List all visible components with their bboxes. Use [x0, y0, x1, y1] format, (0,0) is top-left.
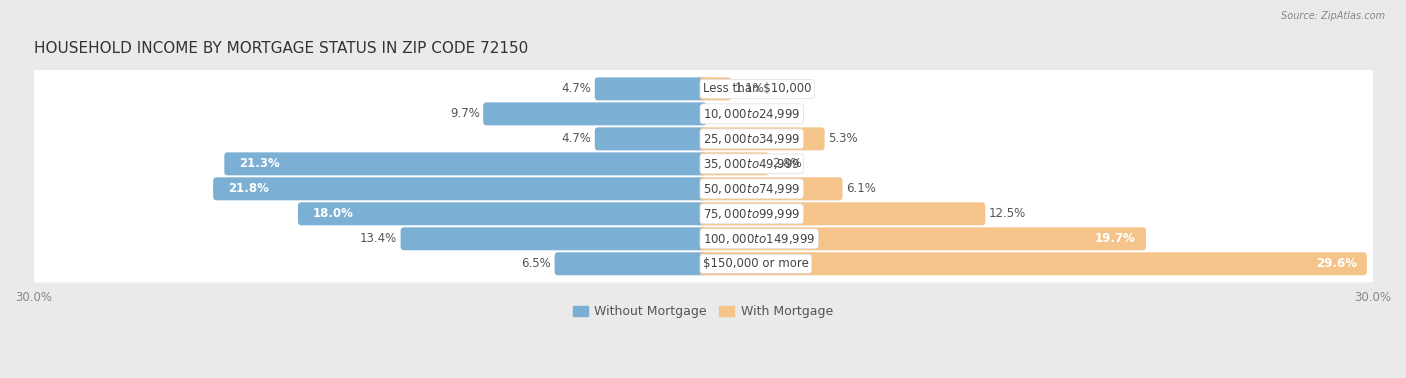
Text: 1.1%: 1.1% [734, 82, 763, 95]
Text: 19.7%: 19.7% [1095, 232, 1136, 245]
FancyBboxPatch shape [30, 145, 1376, 183]
FancyBboxPatch shape [30, 245, 1376, 283]
FancyBboxPatch shape [595, 77, 706, 101]
FancyBboxPatch shape [30, 119, 1376, 158]
Text: $100,000 to $149,999: $100,000 to $149,999 [703, 232, 815, 246]
Text: Source: ZipAtlas.com: Source: ZipAtlas.com [1281, 11, 1385, 21]
FancyBboxPatch shape [30, 70, 1376, 108]
Text: $50,000 to $74,999: $50,000 to $74,999 [703, 182, 800, 196]
FancyBboxPatch shape [30, 70, 1376, 108]
FancyBboxPatch shape [30, 170, 1376, 208]
Text: 21.8%: 21.8% [228, 182, 269, 195]
Text: 5.3%: 5.3% [828, 132, 858, 146]
FancyBboxPatch shape [30, 170, 1376, 208]
FancyBboxPatch shape [30, 220, 1376, 258]
Text: 9.7%: 9.7% [450, 107, 479, 120]
Text: 4.7%: 4.7% [561, 132, 592, 146]
FancyBboxPatch shape [30, 145, 1376, 183]
FancyBboxPatch shape [30, 94, 1376, 133]
FancyBboxPatch shape [30, 120, 1376, 158]
FancyBboxPatch shape [484, 102, 706, 125]
FancyBboxPatch shape [700, 202, 986, 225]
FancyBboxPatch shape [700, 127, 825, 150]
Text: Less than $10,000: Less than $10,000 [703, 82, 811, 95]
Text: $10,000 to $24,999: $10,000 to $24,999 [703, 107, 800, 121]
FancyBboxPatch shape [700, 252, 1367, 275]
FancyBboxPatch shape [30, 195, 1376, 233]
Text: 13.4%: 13.4% [360, 232, 398, 245]
FancyBboxPatch shape [595, 127, 706, 150]
FancyBboxPatch shape [700, 77, 731, 101]
Text: 29.6%: 29.6% [1316, 257, 1357, 270]
FancyBboxPatch shape [30, 245, 1376, 283]
Text: 6.5%: 6.5% [522, 257, 551, 270]
FancyBboxPatch shape [700, 152, 769, 175]
Text: $150,000 or more: $150,000 or more [703, 257, 808, 270]
FancyBboxPatch shape [401, 227, 706, 250]
Text: 2.8%: 2.8% [772, 157, 801, 170]
FancyBboxPatch shape [700, 177, 842, 200]
Text: 4.7%: 4.7% [561, 82, 592, 95]
FancyBboxPatch shape [30, 220, 1376, 258]
FancyBboxPatch shape [30, 195, 1376, 233]
Text: $35,000 to $49,999: $35,000 to $49,999 [703, 157, 800, 171]
FancyBboxPatch shape [298, 202, 706, 225]
Text: HOUSEHOLD INCOME BY MORTGAGE STATUS IN ZIP CODE 72150: HOUSEHOLD INCOME BY MORTGAGE STATUS IN Z… [34, 42, 527, 56]
Text: $25,000 to $34,999: $25,000 to $34,999 [703, 132, 800, 146]
FancyBboxPatch shape [30, 95, 1376, 133]
FancyBboxPatch shape [554, 252, 706, 275]
Text: 21.3%: 21.3% [239, 157, 280, 170]
Text: 18.0%: 18.0% [312, 207, 353, 220]
FancyBboxPatch shape [700, 227, 1146, 250]
FancyBboxPatch shape [214, 177, 706, 200]
Legend: Without Mortgage, With Mortgage: Without Mortgage, With Mortgage [568, 300, 838, 323]
Text: $75,000 to $99,999: $75,000 to $99,999 [703, 207, 800, 221]
Text: 6.1%: 6.1% [846, 182, 876, 195]
FancyBboxPatch shape [225, 152, 706, 175]
Text: 12.5%: 12.5% [988, 207, 1026, 220]
